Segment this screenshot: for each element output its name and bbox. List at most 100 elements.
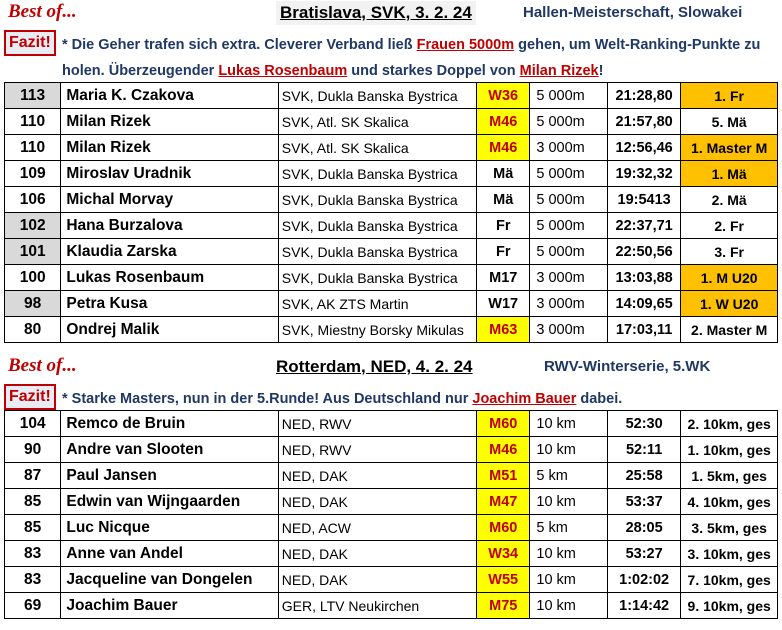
place-cell: 7. 10km, ges xyxy=(680,566,778,593)
distance-cell: 10 km xyxy=(529,488,608,515)
distance-cell: 10 km xyxy=(529,436,608,463)
athlete-name: Anne van Andel xyxy=(60,540,279,567)
club-cell: SVK, Atl. SK Skalica xyxy=(277,108,478,135)
place-cell: 2. 10km, ges xyxy=(680,410,778,437)
club-cell: SVK, Dukla Banska Bystrica xyxy=(277,238,478,265)
distance-cell: 5 000m xyxy=(529,160,608,187)
class-cell: M47 xyxy=(476,488,531,515)
class-cell: W55 xyxy=(476,566,531,593)
points-cell: 90 xyxy=(3,436,62,463)
club-cell: GER, LTV Neukirchen xyxy=(277,592,478,619)
class-cell: Mä xyxy=(476,186,531,213)
athlete-name: Edwin van Wijngaarden xyxy=(60,488,279,515)
place-cell: 1. 10km, ges xyxy=(680,436,778,463)
section-header-bratislava: Best of... Bratislava, SVK, 3. 2. 24 Hal… xyxy=(0,0,782,26)
place-cell: 1. Master M xyxy=(680,134,778,161)
table-row: 87 Paul Jansen NED, DAK M51 5 km 25:58 1. 5km,… xyxy=(3,462,778,489)
fazit-row-rotterdam: Fazit! * Starke Masters, nun in der 5.Ru… xyxy=(0,382,782,410)
club-cell: SVK, Atl. SK Skalica xyxy=(277,134,478,161)
athlete-name: Jacqueline van Dongelen xyxy=(60,566,279,593)
club-cell: NED, DAK xyxy=(277,540,478,567)
time-cell: 53:37 xyxy=(606,488,682,515)
fazit-highlight: Milan Rizek xyxy=(519,63,599,79)
time-cell: 1:14:42 xyxy=(606,592,682,619)
points-cell: 83 xyxy=(3,566,62,593)
points-cell: 101 xyxy=(3,238,62,265)
place-cell: 1. W U20 xyxy=(680,290,778,317)
table-row: 106 Michal Morvay SVK, Dukla Banska Bystri… xyxy=(3,186,778,213)
distance-cell: 5 km xyxy=(529,514,608,541)
table-row: 110 Milan Rizek SVK, Atl. SK Skalica M46 3 0… xyxy=(3,134,778,161)
fazit-badge: Fazit! xyxy=(4,384,56,410)
table-row: 85 Luc Nicque NED, ACW M60 5 km 28:05 3. 5km, … xyxy=(3,514,778,541)
athlete-name: Milan Rizek xyxy=(60,134,279,161)
points-cell: 102 xyxy=(3,212,62,239)
table-row: 83 Jacqueline van Dongelen NED, DAK W55 10 k… xyxy=(3,566,778,593)
club-cell: NED, DAK xyxy=(277,566,478,593)
points-cell: 109 xyxy=(3,160,62,187)
fazit-highlight: Joachim Bauer xyxy=(472,391,577,407)
place-cell: 1. 5km, ges xyxy=(680,462,778,489)
fazit-highlight: Lukas Rosenbaum xyxy=(218,63,348,79)
place-cell: 2. Mä xyxy=(680,186,778,213)
class-cell: M60 xyxy=(476,410,531,437)
class-cell: M51 xyxy=(476,462,531,489)
fazit-fragment: * Starke Masters, nun in der 5.Runde! Au… xyxy=(62,391,473,407)
time-cell: 22:37,71 xyxy=(606,212,682,239)
table-row: 83 Anne van Andel NED, DAK W34 10 km 53:27 3. … xyxy=(3,540,778,567)
fazit-fragment: ! xyxy=(598,63,604,79)
club-cell: SVK, AK ZTS Martin xyxy=(277,290,478,317)
table-row: 102 Hana Burzalova SVK, Dukla Banska Bystr… xyxy=(3,212,778,239)
results-table-rotterdam: 104 Remco de Bruin NED, RWV M60 10 km 52:30 2.… xyxy=(3,410,778,619)
table-row: 69 Joachim Bauer GER, LTV Neukirchen M75 10 … xyxy=(3,592,778,619)
fazit-fragment: dabei. xyxy=(576,391,623,407)
club-cell: SVK, Dukla Banska Bystrica xyxy=(277,186,478,213)
place-cell: 9. 10km, ges xyxy=(680,592,778,619)
time-cell: 52:30 xyxy=(606,410,682,437)
athlete-name: Michal Morvay xyxy=(60,186,279,213)
athlete-name: Milan Rizek xyxy=(60,108,279,135)
distance-cell: 5 000m xyxy=(529,82,608,109)
place-cell: 1. M U20 xyxy=(680,264,778,291)
athlete-name: Petra Kusa xyxy=(60,290,279,317)
club-cell: SVK, Dukla Banska Bystrica xyxy=(277,160,478,187)
athlete-name: Luc Nicque xyxy=(60,514,279,541)
points-cell: 104 xyxy=(3,410,62,437)
best-of-label: Best of... xyxy=(8,1,77,22)
event-subtitle: Hallen-Meisterschaft, Slowakei xyxy=(523,4,743,21)
time-cell: 53:27 xyxy=(606,540,682,567)
section-header-rotterdam: Best of... Rotterdam, NED, 4. 2. 24 RWV-… xyxy=(0,354,782,380)
class-cell: M60 xyxy=(476,514,531,541)
class-cell: M63 xyxy=(476,316,531,343)
time-cell: 52:11 xyxy=(606,436,682,463)
table-row: 85 Edwin van Wijngaarden NED, DAK M47 10 km 5… xyxy=(3,488,778,515)
event-subtitle: RWV-Winterserie, 5.WK xyxy=(544,358,711,375)
best-of-label: Best of... xyxy=(8,355,77,376)
table-row: 90 Andre van Slooten NED, RWV M46 10 km 52:11… xyxy=(3,436,778,463)
fazit-text: * Die Geher trafen sich extra. Cleverer … xyxy=(62,32,776,84)
fazit-highlight: Frauen 5000m xyxy=(416,37,515,53)
time-cell: 25:58 xyxy=(606,462,682,489)
club-cell: NED, DAK xyxy=(277,462,478,489)
place-cell: 3. 10km, ges xyxy=(680,540,778,567)
fazit-fragment: gehen, um Welt-Ranking-Punkte zu holen. … xyxy=(62,37,761,79)
athlete-name: Maria K. Czakova xyxy=(60,82,279,109)
class-cell: M46 xyxy=(476,134,531,161)
distance-cell: 5 000m xyxy=(529,186,608,213)
class-cell: Mä xyxy=(476,160,531,187)
fazit-fragment: und starkes Doppel von xyxy=(347,63,520,79)
table-row: 100 Lukas Rosenbaum SVK, Dukla Banska Byst… xyxy=(3,264,778,291)
points-cell: 87 xyxy=(3,462,62,489)
place-cell: 4. 10km, ges xyxy=(680,488,778,515)
distance-cell: 10 km xyxy=(529,592,608,619)
class-cell: W34 xyxy=(476,540,531,567)
table-row: 113 Maria K. Czakova SVK, Dukla Banska Bys… xyxy=(3,82,778,109)
fazit-fragment: * Die Geher trafen sich extra. Cleverer … xyxy=(62,37,417,53)
place-cell: 1. Mä xyxy=(680,160,778,187)
points-cell: 110 xyxy=(3,134,62,161)
fazit-badge: Fazit! xyxy=(4,30,56,56)
results-table-bratislava: 113 Maria K. Czakova SVK, Dukla Banska Bys… xyxy=(3,82,778,343)
time-cell: 17:03,11 xyxy=(606,316,682,343)
table-row: 109 Miroslav Uradnik SVK, Dukla Banska Bys… xyxy=(3,160,778,187)
fazit-row-bratislava: Fazit! * Die Geher trafen sich extra. Cl… xyxy=(0,28,782,80)
